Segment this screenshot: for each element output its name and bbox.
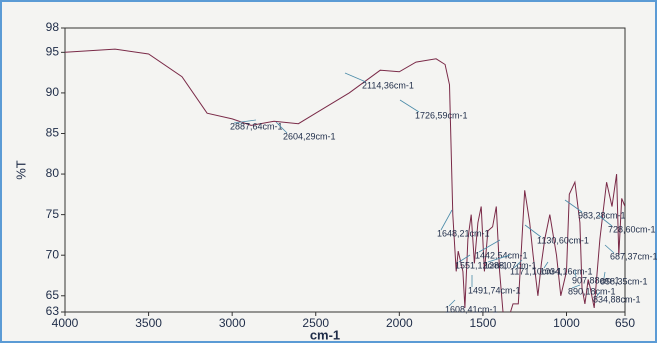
annotation-leader	[275, 121, 288, 134]
x-tick-label: 3000	[219, 316, 246, 330]
y-tick-label: 75	[46, 207, 60, 221]
annotation-leader	[399, 99, 420, 113]
annotation: 858,35cm-1	[600, 276, 648, 286]
annotation: 834,88cm-1	[593, 294, 641, 304]
annotation-leader	[233, 119, 257, 124]
plot-area	[64, 27, 626, 313]
annotation-leader	[487, 254, 511, 263]
annotation: 1491,74cm-1	[468, 285, 521, 295]
y-tick-label: 95	[46, 45, 60, 59]
x-tick-label: 2000	[386, 316, 413, 330]
annotation-leader	[571, 284, 581, 289]
annotation-leader	[513, 259, 523, 269]
y-axis-label: %T	[13, 160, 28, 180]
annotation: 2604,29cm-1	[283, 131, 336, 141]
x-tick-label: 1500	[470, 316, 497, 330]
y-tick-label: 70	[46, 247, 60, 261]
x-tick-label: 2500	[302, 316, 329, 330]
annotation: 2114,36cm-1	[362, 80, 414, 90]
annotation-leader	[596, 291, 601, 297]
annotation: 907,88cm-1	[572, 275, 620, 285]
annotation-leader	[478, 239, 501, 253]
annotation: 1034,16cm-1	[540, 266, 593, 276]
annotation: 728,60cm-1	[608, 224, 656, 234]
y-tick-label: 90	[46, 85, 60, 99]
x-tick-label: 4000	[52, 316, 79, 330]
annotation: 1288,07cm-1	[484, 260, 537, 270]
annotation: 1551,12cm-1	[455, 260, 508, 270]
annotation-leader	[440, 209, 453, 231]
annotation-leader	[604, 244, 615, 254]
annotation: 890,18cm-1	[568, 286, 616, 296]
x-tick-label: 3500	[135, 316, 162, 330]
annotation-leader	[543, 261, 549, 269]
annotation: 1171,10cm-1	[510, 266, 562, 276]
annotation: 1608,41cm-1	[445, 304, 498, 314]
annotation: 1130,60cm-1	[537, 235, 589, 245]
x-axis-label: cm-1	[310, 327, 340, 342]
annotation-leader	[564, 199, 583, 213]
annotation-leader	[344, 72, 367, 83]
y-tick-label: 98	[46, 20, 60, 34]
y-tick-label: 85	[46, 126, 60, 140]
y-tick-label: 80	[46, 166, 60, 180]
annotation: 687,37cm-1	[610, 251, 657, 261]
annotation: 1442,54cm-1	[475, 250, 528, 260]
annotation-leader	[574, 269, 577, 278]
annotation-leader	[524, 224, 542, 238]
annotation-leader	[448, 299, 456, 307]
spectrum-line	[65, 48, 625, 312]
x-tick-label: 650	[615, 316, 635, 330]
annotation-leader	[597, 214, 613, 227]
annotation-leader	[458, 254, 471, 263]
annotation: 1648,21cm-1	[437, 228, 490, 238]
y-tick-label: 65	[46, 288, 60, 302]
annotation: 2887,64cm-1	[230, 121, 283, 131]
annotation: 1726,59cm-1	[415, 110, 468, 120]
y-tick-label: 63	[46, 304, 60, 318]
x-tick-label: 1000	[553, 316, 580, 330]
annotation: 983,28cm-1	[578, 210, 626, 220]
annotation-leader	[603, 271, 606, 279]
